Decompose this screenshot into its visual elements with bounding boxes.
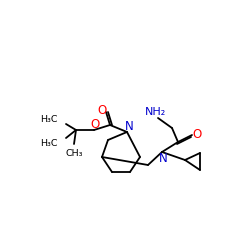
Text: O: O <box>90 118 100 132</box>
Text: H₃C: H₃C <box>40 138 58 147</box>
Text: O: O <box>192 128 202 141</box>
Text: CH₃: CH₃ <box>65 150 83 158</box>
Text: H₃C: H₃C <box>40 114 58 124</box>
Text: N: N <box>159 152 168 166</box>
Text: NH₂: NH₂ <box>144 107 166 117</box>
Text: N: N <box>124 120 134 132</box>
Text: O: O <box>98 104 106 118</box>
